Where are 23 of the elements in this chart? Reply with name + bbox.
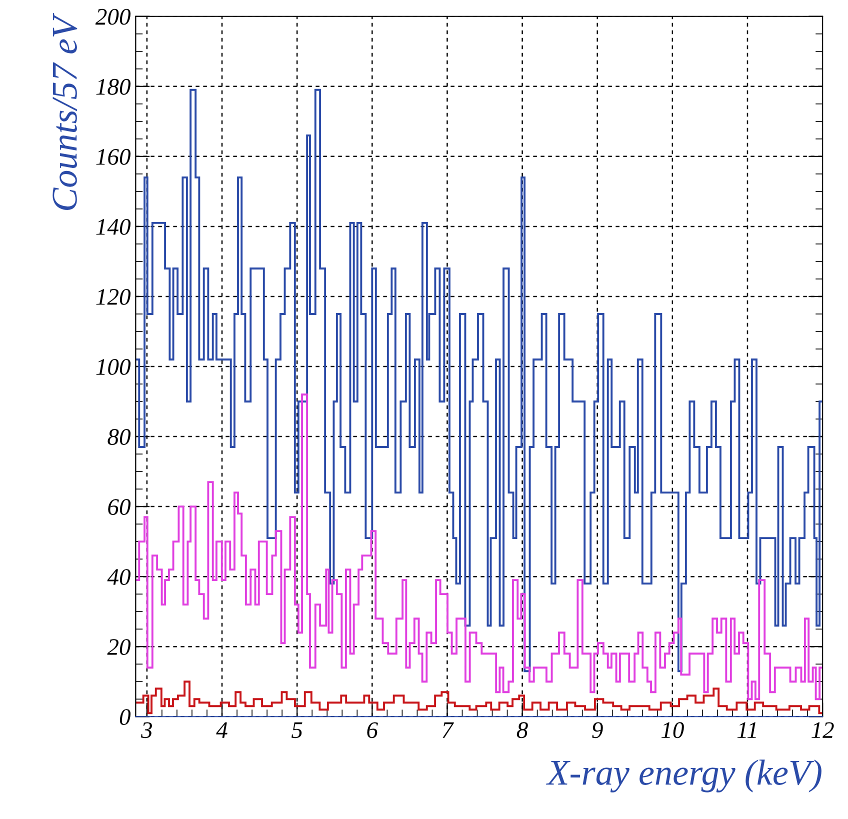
- y-tick-label: 0: [120, 709, 131, 726]
- x-tick-label: 10: [661, 722, 684, 738]
- y-tick-label: 160: [96, 148, 131, 165]
- y-axis-title: Counts/57 eV: [52, 12, 78, 210]
- x-tick-label: 4: [216, 722, 228, 738]
- y-tick-label: 80: [108, 429, 131, 445]
- y-tick-label: 200: [95, 8, 131, 25]
- y-tick-label: 100: [96, 358, 131, 375]
- x-tick-label: 8: [516, 722, 528, 738]
- x-axis-title: X-ray energy (keV): [546, 760, 822, 792]
- x-tick-label: 11: [737, 722, 756, 738]
- y-tick-label: 180: [96, 78, 131, 95]
- x-tick-label: 7: [442, 722, 454, 738]
- y-tick-label: 20: [107, 639, 131, 656]
- x-tick-label: 5: [292, 722, 302, 738]
- y-tick-label: 40: [107, 569, 131, 585]
- x-tick-label: 9: [592, 722, 603, 738]
- x-tick-label: 3: [141, 722, 152, 738]
- x-tick-label: 12: [812, 722, 834, 738]
- x-tick-label: 6: [367, 722, 378, 738]
- y-tick-label: 140: [96, 218, 131, 235]
- y-tick-label: 120: [96, 288, 131, 305]
- y-tick-label: 60: [108, 499, 131, 515]
